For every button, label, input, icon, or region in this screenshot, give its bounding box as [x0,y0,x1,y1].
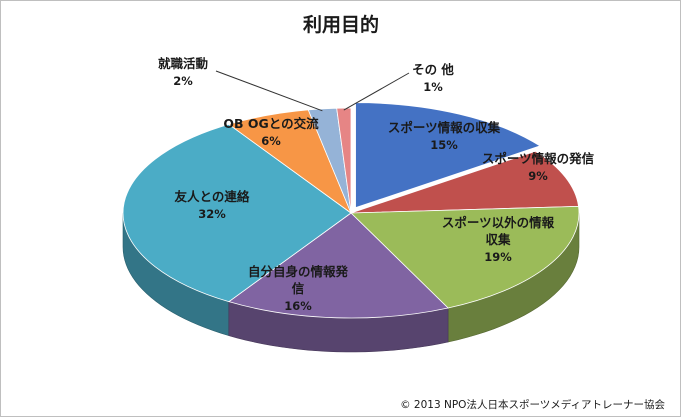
slice-3 [227,212,449,319]
slice-4 [122,123,352,303]
slice-label-1: スポーツ情報の発信 9% [482,151,595,183]
slice-2 [350,205,580,309]
category-label-4: 友人との連絡 [174,189,250,204]
slice-label-0: スポーツ情報の収集 15% [388,120,501,152]
value-label-0: 15% [430,138,458,152]
slice-1 [350,150,580,214]
slice-label-5: OB OGとの交流 6% [223,116,319,148]
value-label-3: 16% [284,299,312,313]
value-label-7: 1% [423,80,443,94]
category-label-2-line-1: 収集 [485,232,511,247]
value-label-1: 9% [528,169,548,183]
leader-line-7 [343,72,410,111]
value-label-6: 2% [173,74,193,88]
slice-7 [336,107,352,214]
slice-0 [355,102,541,209]
pie-slices [122,102,580,353]
slice-label-6: 就職活動 2% [158,56,208,88]
category-label-0: スポーツ情報の収集 [388,120,501,135]
value-label-5: 6% [261,134,281,148]
leader-line-6 [215,70,323,112]
category-label-1: スポーツ情報の発信 [482,151,595,166]
copyright-text: © 2013 NPO法人日本スポーツメディアトレーナー協会 [400,398,665,411]
category-label-2-line-0: スポーツ以外の情報 [442,215,555,230]
category-label-6: 就職活動 [158,56,208,71]
slice-label-4: 友人との連絡 32% [174,189,250,221]
chart-title: 利用目的 [303,13,379,36]
category-label-3-line-1: 信 [292,281,305,296]
category-label-7: その 他 [412,62,454,77]
category-label-5: OB OGとの交流 [223,116,319,131]
slice-label-7: その 他 1% [412,62,454,94]
value-label-2: 19% [484,250,512,264]
value-label-4: 32% [198,207,226,221]
category-label-3-line-0: 自分自身の情報発 [248,264,349,279]
leader-lines [215,70,410,112]
